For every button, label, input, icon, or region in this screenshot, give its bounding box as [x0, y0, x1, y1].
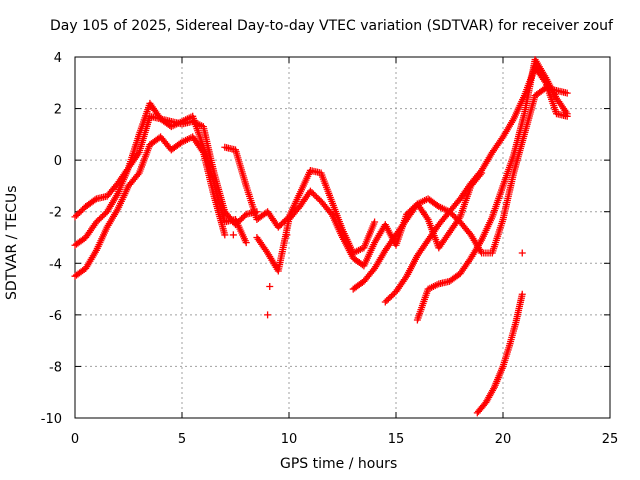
x-tick-label: 20 [495, 432, 512, 447]
data-point-outlier [518, 249, 526, 257]
x-tick-label: 15 [388, 432, 405, 447]
data-point-track-f [563, 89, 571, 97]
y-tick-label: -2 [49, 206, 62, 221]
data-point-outlier [229, 231, 237, 239]
y-axis-label: SDTVAR / TECUs [4, 185, 20, 300]
x-tick-label: 5 [178, 432, 186, 447]
data-point-track-e [326, 209, 334, 217]
y-tick-label: -10 [41, 412, 62, 427]
y-tick-label: 0 [54, 154, 62, 169]
y-tick-label: -6 [49, 309, 62, 324]
chart-title: Day 105 of 2025, Sidereal Day-to-day VTE… [50, 18, 613, 34]
data-point-track-h [563, 110, 571, 118]
data-point-outlier [266, 282, 274, 290]
data-point-track-b [242, 239, 250, 247]
y-tick-label: 4 [54, 51, 62, 66]
data-point-track-d [371, 218, 379, 226]
data-point-outlier [283, 231, 291, 239]
data-point-track-a [91, 196, 99, 204]
y-tick-label: -8 [49, 360, 62, 375]
x-tick-label: 0 [71, 432, 79, 447]
data-point-outlier [264, 311, 272, 319]
data-point-track-c [221, 231, 229, 239]
data-points [71, 56, 571, 417]
x-tick-label: 25 [602, 432, 619, 447]
y-tick-label: 2 [54, 103, 62, 118]
x-tick-label: 10 [281, 432, 298, 447]
x-axis-label: GPS time / hours [280, 456, 398, 472]
y-tick-label: -4 [49, 257, 62, 272]
data-point-track-i [518, 290, 526, 298]
data-point-track-c [134, 171, 142, 179]
